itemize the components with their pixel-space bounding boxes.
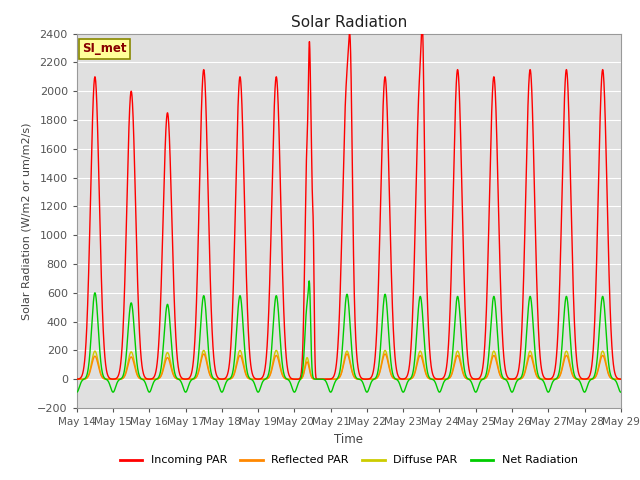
Y-axis label: Solar Radiation (W/m2 or um/m2/s): Solar Radiation (W/m2 or um/m2/s) (22, 122, 32, 320)
Legend: Incoming PAR, Reflected PAR, Diffuse PAR, Net Radiation: Incoming PAR, Reflected PAR, Diffuse PAR… (115, 451, 582, 470)
X-axis label: Time: Time (334, 432, 364, 445)
Title: Solar Radiation: Solar Radiation (291, 15, 407, 30)
Text: SI_met: SI_met (82, 42, 127, 55)
